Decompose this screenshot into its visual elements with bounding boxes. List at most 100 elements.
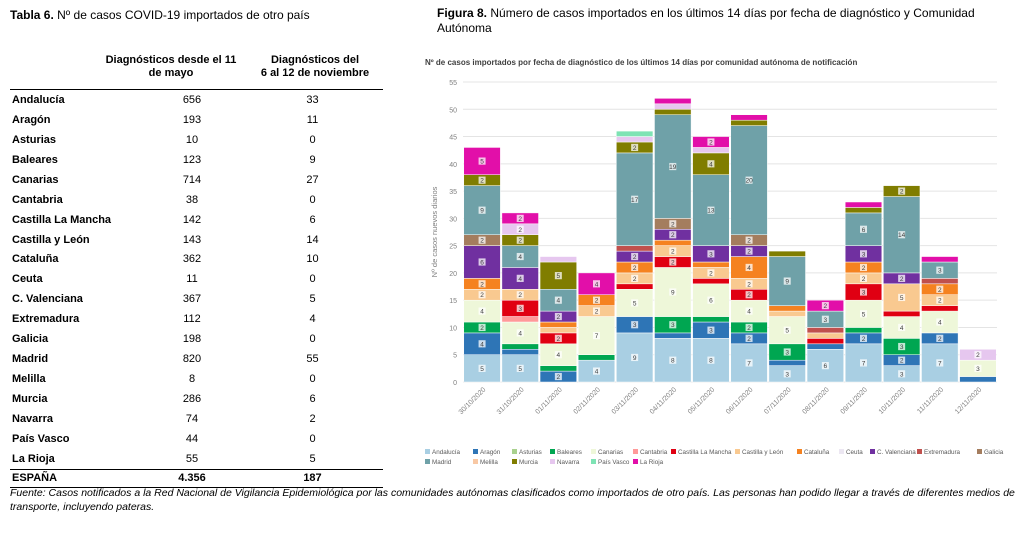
data-label: 2 (938, 287, 942, 294)
since-may-cell: 38 (185, 193, 199, 206)
chart-area: Nº de casos importados por fecha de diag… (425, 56, 1015, 476)
data-label-bg (707, 269, 715, 277)
data-label-bg (478, 236, 486, 244)
november-cell: 6 (309, 213, 316, 226)
bar-segment (539, 327, 577, 334)
legend-label: País Vasco (598, 459, 630, 466)
col1-header: Diagnósticos desde el 11 de mayo (96, 54, 246, 80)
data-label-bg (478, 323, 486, 332)
y-tick-label: 15 (449, 298, 457, 305)
data-label: 17 (631, 197, 639, 204)
region-cell: Andalucía (12, 93, 65, 106)
table-row: La Rioja 55 5 (10, 449, 383, 469)
data-label-bg (936, 296, 944, 304)
data-label-bg (821, 362, 829, 370)
since-may-cell: 198 (182, 333, 202, 346)
y-tick-label: 45 (449, 135, 457, 142)
legend-swatch (870, 449, 875, 454)
data-label-bg (478, 364, 486, 372)
november-cell: 4 (309, 313, 316, 326)
data-label-bg (593, 307, 600, 315)
data-label: 2 (747, 336, 751, 343)
bar-segment (806, 332, 844, 339)
bar-segment (768, 250, 806, 257)
data-label-bg (898, 293, 906, 302)
november-cell: 0 (309, 432, 316, 445)
data-label: 6 (862, 227, 866, 234)
data-label: 9 (480, 208, 484, 215)
data-label: 2 (633, 265, 637, 272)
since-may-cell: 193 (182, 113, 202, 126)
data-label: 2 (824, 303, 828, 310)
bar-segment (654, 103, 692, 110)
data-label: 2 (900, 189, 904, 196)
data-label-bg (669, 288, 677, 296)
data-label: 2 (900, 276, 904, 283)
data-label: 6 (824, 363, 828, 370)
data-label-bg (478, 157, 486, 165)
bar-segment (730, 119, 768, 126)
region-cell: Navarra (12, 412, 53, 425)
data-label: 3 (862, 290, 866, 297)
data-label-bg (516, 274, 524, 282)
data-label-bg (593, 367, 600, 375)
bar-segment (692, 316, 730, 323)
x-tick-label: 05/11/2020 (687, 386, 716, 415)
data-label-bg (745, 280, 753, 288)
data-label: 5 (633, 300, 637, 307)
legend-swatch (512, 449, 517, 454)
region-cell: Murcia (12, 393, 48, 406)
bar-segment (654, 109, 692, 115)
since-may-cell: 10 (185, 133, 199, 146)
data-label: 3 (938, 268, 942, 275)
data-label: 2 (862, 336, 866, 343)
since-may-cell: 714 (182, 173, 202, 186)
legend-swatch (839, 449, 844, 454)
november-cell: 14 (306, 233, 319, 246)
region-cell: Castilla y León (12, 233, 90, 246)
region-cell: Extremadura (12, 313, 80, 326)
data-label: 4 (595, 369, 599, 376)
col2-header-line1: Diagnósticos del (270, 54, 360, 66)
data-label: 2 (518, 216, 522, 223)
legend-swatch (591, 459, 596, 464)
data-label-bg (478, 340, 486, 348)
data-label-bg (516, 214, 524, 222)
region-cell: Ceuta (12, 273, 43, 286)
data-label: 5 (557, 273, 561, 280)
x-tick-label: 07/11/2020 (763, 386, 792, 415)
data-label: 2 (747, 325, 751, 332)
x-tick-label: 11/11/2020 (916, 386, 945, 415)
data-label-bg (745, 307, 753, 315)
y-tick-label: 25 (449, 244, 457, 251)
data-label-bg (516, 364, 524, 372)
x-tick-label: 03/11/2020 (611, 386, 640, 415)
data-label-bg (707, 160, 715, 168)
legend-label: Madrid (432, 459, 452, 466)
data-label-bg (707, 326, 715, 334)
bar-segment (539, 256, 577, 263)
data-label: 7 (862, 360, 866, 367)
y-tick-label: 55 (449, 80, 457, 87)
data-label-bg (669, 321, 677, 329)
data-label: 6 (480, 260, 484, 267)
data-label: 2 (633, 276, 637, 283)
x-tick-label: 31/10/2020 (496, 386, 526, 416)
data-label: 4 (480, 341, 484, 348)
data-label-bg (974, 351, 982, 359)
data-label: 3 (709, 328, 713, 335)
bar-segment (616, 283, 654, 290)
y-tick-label: 5 (453, 353, 457, 360)
data-label-bg (745, 247, 753, 255)
data-label-bg (745, 263, 753, 272)
y-tick-label: 30 (449, 216, 457, 223)
data-label-bg (669, 220, 677, 228)
november-cell: 2 (309, 412, 316, 425)
data-label-bg (707, 206, 715, 214)
legend-label: Castilla y León (742, 449, 784, 456)
region-cell: C. Valenciana (12, 293, 83, 306)
since-may-cell: 656 (182, 93, 202, 106)
bar-segment (959, 376, 997, 383)
data-label-bg (669, 356, 677, 364)
legend-swatch (735, 449, 740, 454)
